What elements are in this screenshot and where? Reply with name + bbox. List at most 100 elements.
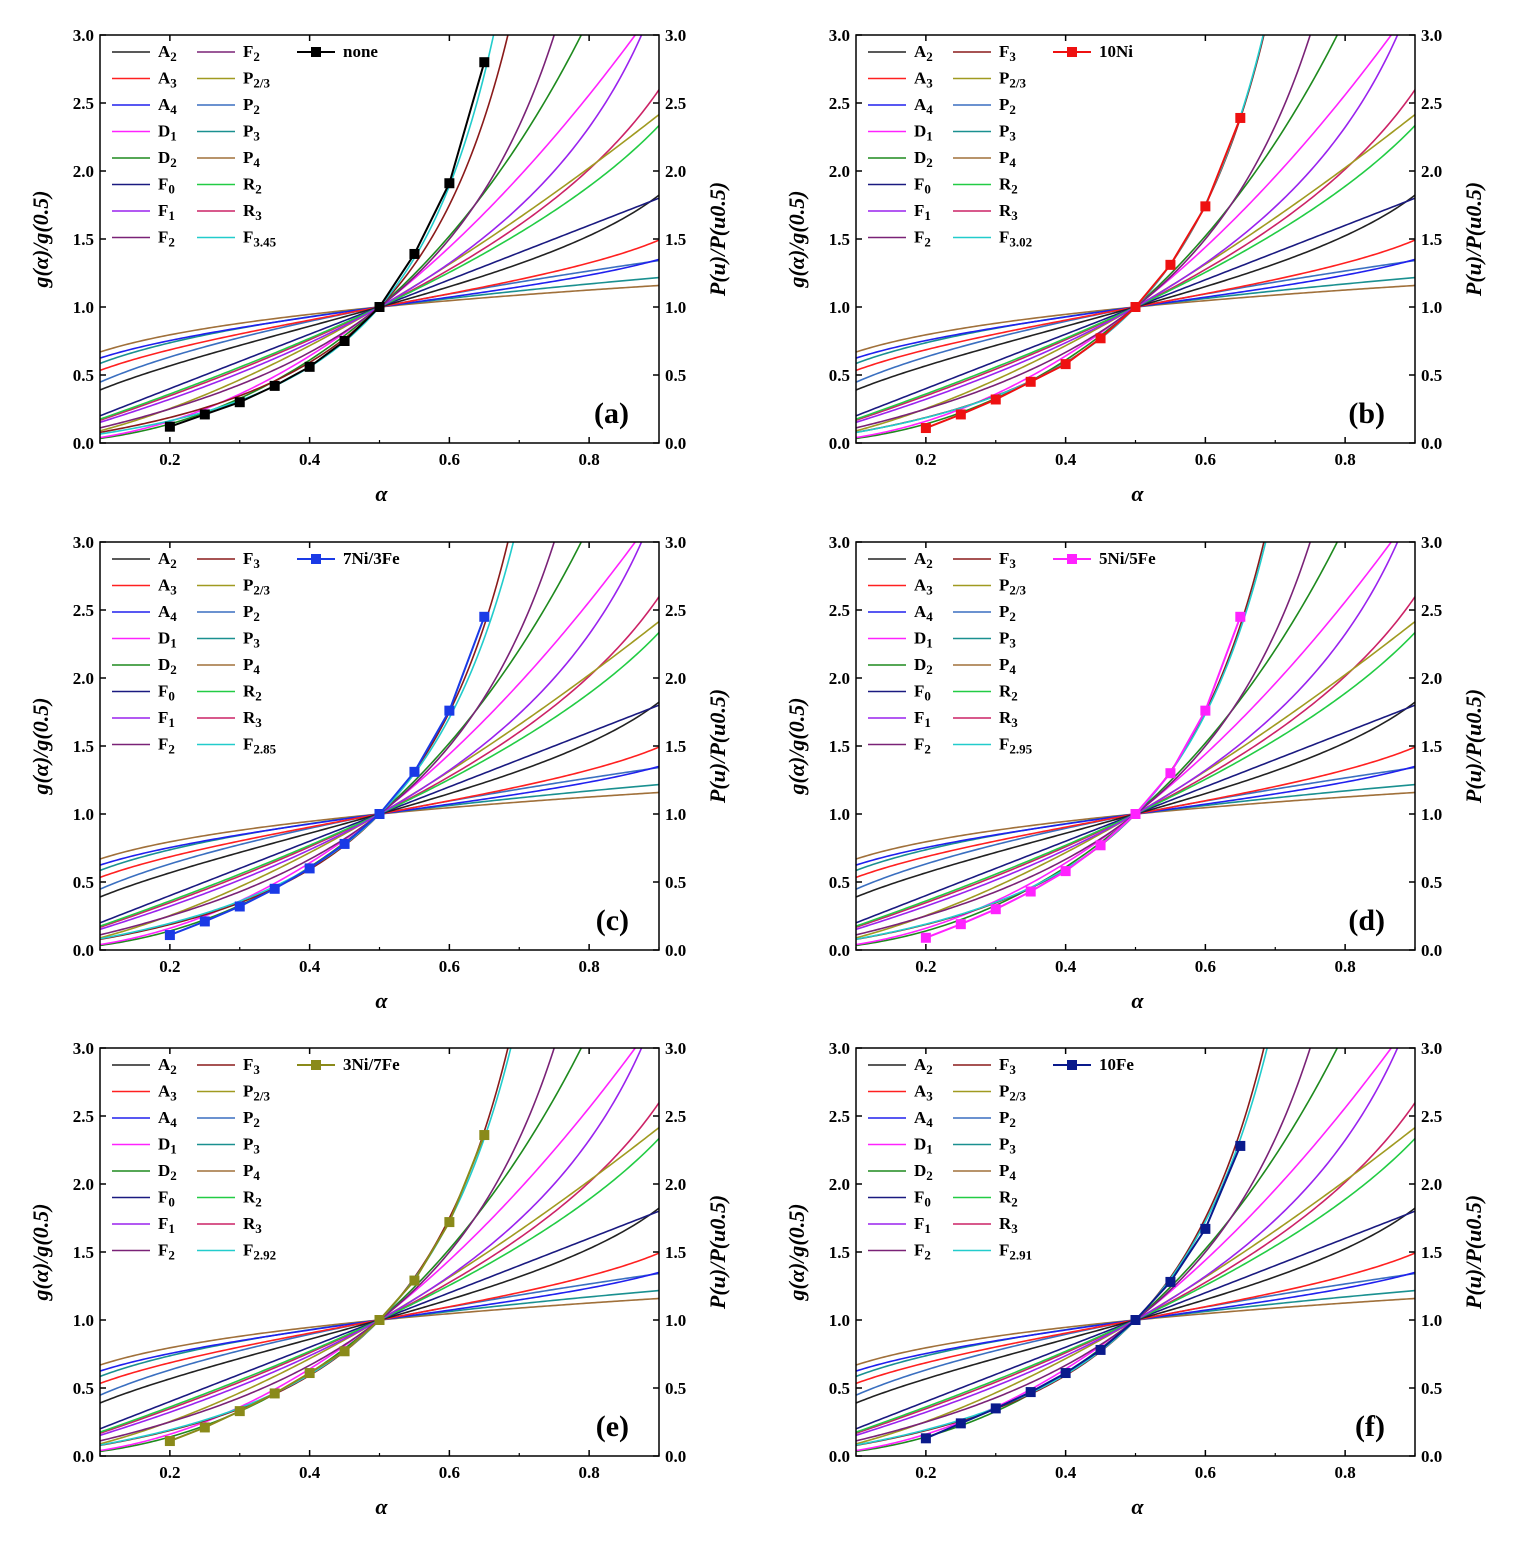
- experimental-series: [920, 1140, 1246, 1444]
- legend-label-P3: P3: [999, 1135, 1016, 1157]
- curve-P2: [100, 1272, 659, 1396]
- legend-label-top-middle: F3: [243, 549, 260, 571]
- legend-label-P3-sub: 3: [1009, 1142, 1016, 1157]
- legend-label-P4-sub: 4: [253, 155, 260, 170]
- curve-F1: [856, 35, 1399, 424]
- panel-label: (f): [1355, 1410, 1385, 1443]
- legend-label-P2: P2: [243, 95, 260, 117]
- data-point: [339, 838, 350, 849]
- y-tick-label-left: 1.0: [73, 298, 94, 317]
- legend-label-fitted-order-sub: 2.91: [1009, 1248, 1032, 1263]
- curve-P4: [856, 284, 1415, 353]
- plot-frame: [99, 541, 660, 951]
- legend-label-A3: A3: [914, 1082, 933, 1104]
- legend-label-P4: P4: [243, 148, 260, 170]
- data-point: [955, 409, 966, 420]
- legend-label-A2: A2: [158, 42, 177, 64]
- legend-label-D1-sub: 1: [926, 1142, 933, 1157]
- legend-label-P3: P3: [243, 1135, 260, 1157]
- legend-label-F2: F2: [158, 228, 175, 250]
- legend-label-F2-sub: 2: [168, 235, 175, 250]
- legend-label-A2-base: A: [158, 549, 171, 568]
- legend-label-F2-base: F: [914, 1241, 924, 1260]
- legend-label-D1-sub: 1: [170, 1142, 177, 1157]
- experimental-series: [920, 611, 1246, 943]
- legend-label-D2-base: D: [158, 148, 170, 167]
- legend-label-A4: A4: [914, 1108, 933, 1130]
- legend-label-A4-base: A: [914, 1108, 927, 1127]
- legend-label-P2-3-base: P: [243, 69, 253, 88]
- legend-label-R2: R2: [999, 682, 1018, 704]
- legend-label-P4-base: P: [243, 148, 253, 167]
- legend-label-F1-base: F: [914, 708, 924, 727]
- legend-label-P4-sub: 4: [253, 662, 260, 677]
- legend-label-D2-base: D: [914, 1161, 926, 1180]
- legend-label-F1: F1: [158, 1214, 175, 1236]
- data-point: [1130, 809, 1141, 819]
- legend-label-P2-sub: 2: [1009, 102, 1016, 117]
- legend-label-P2-sub: 2: [1009, 609, 1016, 624]
- legend-label-F2-sub: 2: [924, 1248, 931, 1263]
- legend-label-R3-sub: 3: [255, 208, 262, 223]
- x-tick-label: 0.6: [439, 450, 460, 469]
- legend-label-P2-3-sub: 2/3: [1009, 583, 1026, 598]
- y-tick-label-right: 0.0: [665, 941, 686, 960]
- legend: A2A3A4D1D2F0F1F2F3P2/3P2P3P4R2R3F2.9110F…: [868, 1055, 1134, 1263]
- legend-label-A3: A3: [914, 576, 933, 598]
- legend-label-A4-base: A: [914, 95, 927, 114]
- legend-label-A2: A2: [158, 1055, 177, 1077]
- legend-label-A2-base: A: [158, 42, 171, 61]
- data-point: [1235, 611, 1246, 622]
- legend-label-top-middle-sub: 3: [1009, 556, 1016, 571]
- y-tick-label-right: 3.0: [1421, 1039, 1442, 1058]
- legend-label-F1: F1: [914, 708, 931, 730]
- legend-label-A3-base: A: [158, 576, 171, 595]
- legend-label-D1-sub: 1: [170, 636, 177, 651]
- curve-R3: [100, 1102, 659, 1435]
- legend-label-F0: F0: [158, 682, 175, 704]
- legend-label-F1-sub: 1: [924, 1221, 931, 1236]
- curve-D1: [100, 1048, 637, 1452]
- y-tick-label-right: 2.5: [665, 1107, 686, 1126]
- legend-label-fitted-order: F3.02: [999, 228, 1032, 250]
- y-tick-label-left: 2.0: [829, 162, 850, 181]
- x-tick-label: 0.8: [1335, 450, 1356, 469]
- y-tick-label-left: 3.0: [73, 1039, 94, 1058]
- y-tick-label-left: 1.5: [829, 1243, 850, 1262]
- legend-label-P2-3: P2/3: [243, 69, 271, 91]
- curve-D1: [856, 35, 1393, 439]
- legend-marker-sample: [1067, 1060, 1077, 1070]
- data-point: [444, 1217, 455, 1228]
- legend-label-fitted-order-sub: 2.95: [1009, 742, 1032, 757]
- legend-label-P4-sub: 4: [1009, 155, 1016, 170]
- data-point: [920, 423, 931, 434]
- y-tick-label-left: 0.5: [73, 873, 94, 892]
- plot-frame: [855, 1047, 1416, 1457]
- legend-label-R3: R3: [999, 1214, 1018, 1236]
- legend-label-F2: F2: [914, 1241, 931, 1263]
- data-point: [164, 930, 175, 941]
- legend: A2A3A4D1D2F0F1F2F2P2/3P2P3P4R2R3F3.45non…: [112, 42, 378, 250]
- legend-marker-sample: [311, 1060, 321, 1070]
- y-tick-label-left: 0.0: [73, 941, 94, 960]
- legend-label-D2-sub: 2: [170, 1168, 177, 1183]
- curve-D2: [100, 35, 583, 440]
- data-point: [1095, 1344, 1106, 1355]
- curve-R3: [100, 89, 659, 422]
- legend-label-D2: D2: [158, 655, 177, 677]
- y-tick-label-right: 1.0: [665, 298, 686, 317]
- legend-label-P2-sub: 2: [253, 609, 260, 624]
- legend-label-P3: P3: [243, 122, 260, 144]
- y-tick-label-right: 0.5: [665, 366, 686, 385]
- curve-F1: [856, 1048, 1399, 1437]
- chart-panel-d: 0.2 0.4 0.6 0.8 0.0 0.0 0.5 0.5 1.0 1.0 1.5 1.5 2.0 2…: [784, 533, 1486, 1013]
- legend-label-R2-sub: 2: [1011, 1195, 1018, 1210]
- legend-label-F0-sub: 0: [168, 182, 175, 197]
- legend-label-D2: D2: [158, 148, 177, 170]
- legend-marker-sample: [1067, 554, 1077, 564]
- y-tick-label-right: 0.0: [665, 1447, 686, 1466]
- legend-label-P2: P2: [243, 602, 260, 624]
- x-tick-label: 0.8: [1335, 1463, 1356, 1482]
- legend-label-sample: 10Ni: [1099, 42, 1133, 61]
- y-tick-label-left: 2.5: [73, 94, 94, 113]
